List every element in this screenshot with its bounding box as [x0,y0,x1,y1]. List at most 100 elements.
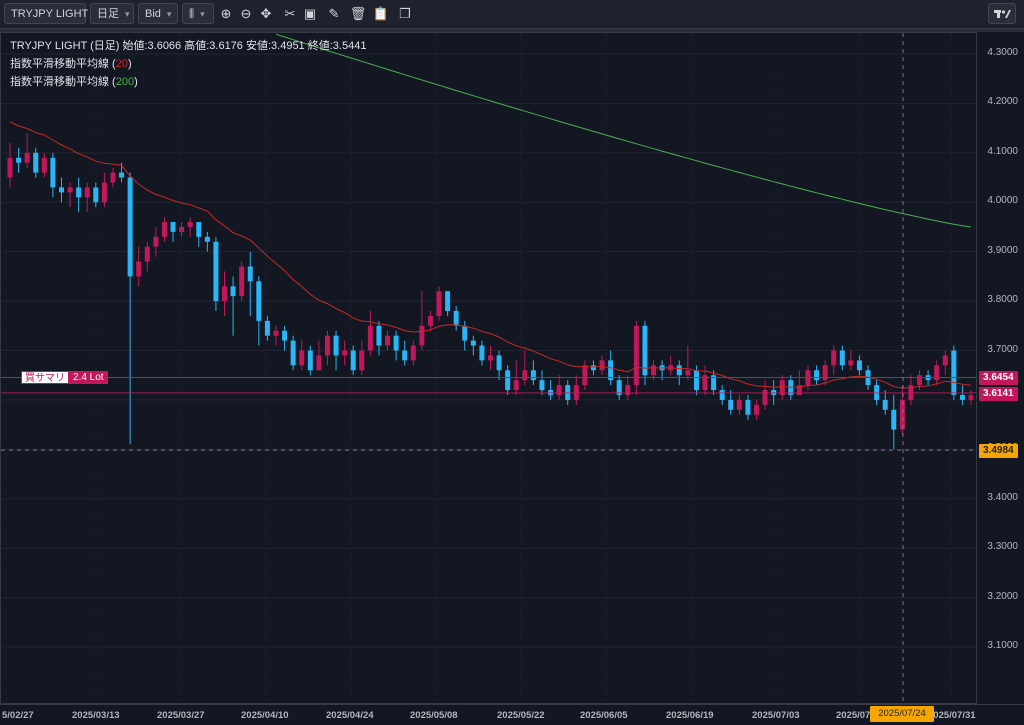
time-tick-label: 2025/07/03 [752,710,800,721]
candle-body [453,310,459,326]
ema200-period: 200 [115,76,135,88]
candle-body [462,325,468,341]
price-tick-label: 4.2000 [987,96,1018,108]
candle-body [76,187,82,198]
ema200-label: 指数平滑移動平均線 [10,76,109,88]
time-axis[interactable]: 5/02/27 2025/03/13 2025/03/27 2025/04/10 202… [0,704,1024,725]
candle-body [831,350,837,366]
timeframe-dropdown[interactable]: 日足 ▾ [90,3,134,24]
time-tick-label: 2025/05/08 [410,710,458,721]
symbol-selector[interactable]: TRYJPY LIGHT [4,3,89,24]
chevron-down-icon: ▾ [125,9,130,19]
candle-body [16,157,22,163]
candle-body [556,385,562,395]
candle-body [625,385,631,395]
candle-body [179,226,185,232]
price-side-dropdown[interactable]: Bid ▾ [138,3,178,24]
candle-body [899,399,905,430]
candle-body [367,325,373,351]
candle-body [676,365,682,376]
candle-body [711,375,717,391]
pencil-icon[interactable]: ✎ [328,6,340,21]
candle-body [187,222,193,227]
candle-body [393,335,399,351]
candle-body [822,365,828,381]
candle-body [796,385,802,395]
chart-pane[interactable] [0,32,977,704]
position-price-tag: 3.6454 [979,371,1018,385]
candle-body [539,380,545,391]
candle-body [58,187,64,193]
candle-body [968,394,974,400]
symbol-label: TRYJPY LIGHT [11,8,89,20]
candle-body [488,355,493,361]
price-tick-label: 4.1000 [987,145,1018,157]
candle-body [376,325,382,346]
candle-body [891,409,897,430]
candle-body [161,222,167,237]
crosshair-date-tag: 2025/07/24 [870,706,934,722]
candle-body [24,152,30,163]
candle-body [213,241,219,302]
candle-body [633,325,639,386]
candle-body [685,370,691,376]
ema20-line [9,121,972,389]
ema20-period: 20 [115,58,128,70]
candle-body [959,394,965,400]
ema200-legend[interactable]: 指数平滑移動平均線 (200) [10,76,138,88]
position-summary[interactable]: 買サマリ 2.4 Lot [21,371,108,384]
draw-icon[interactable]: ✂ [284,6,296,21]
price-tick-label: 3.4000 [987,491,1018,503]
time-tick-label: 2025/04/24 [326,710,374,721]
candle-body [136,261,142,277]
zoom-in-icon[interactable]: ⊕ [220,6,232,21]
candle-body [93,187,99,203]
price-tick-label: 3.3000 [987,541,1018,553]
candle-body [204,236,210,242]
candle-body [144,246,150,262]
price-tick-label: 3.2000 [987,590,1018,602]
move-icon[interactable]: ✥ [260,6,272,21]
candle-body [307,350,313,371]
zoom-out-icon[interactable]: ⊖ [240,6,252,21]
candle-body [290,340,296,366]
candle-body [436,291,442,316]
time-tick-label: 2025/07/31 [928,710,976,721]
time-tick-label: 5/02/27 [2,710,34,721]
price-axis[interactable]: 4.3000 4.2000 4.1000 4.0000 3.9000 3.8000 3.70… [977,32,1024,704]
price-tick-label: 3.7000 [987,343,1018,355]
candle-body [573,385,579,400]
tradingview-logo[interactable] [988,3,1016,24]
candle-body [874,385,880,400]
candle-body [402,350,408,361]
candle-body [599,360,605,371]
price-tick-label: 4.3000 [987,47,1018,58]
candle-body [548,390,554,395]
save-icon[interactable]: ▣ [303,6,317,21]
candlestick-plot[interactable] [1,33,976,703]
candle-body [479,345,485,361]
copy-icon[interactable]: ❐ [399,6,411,21]
candle-body [110,172,116,183]
candle-body [50,157,56,188]
candle-body [119,172,125,178]
candle-body [239,266,245,297]
candle-body [247,266,253,282]
candle-body [427,315,433,326]
candle-body [779,380,785,395]
clipboard-icon[interactable]: 📋 [372,6,390,21]
candle-body [359,350,365,371]
candle-body [702,375,708,391]
ema20-legend[interactable]: 指数平滑移動平均線 (20) [10,58,132,70]
ohlc-header: TRYJPY LIGHT (日足) 始値:3.6066 高値:3.6176 安値… [10,40,367,52]
price-tick-label: 3.8000 [987,294,1018,306]
chart-style-dropdown[interactable]: ⫼ ▾ [182,3,214,24]
time-tick-label: 2025/03/27 [157,710,205,721]
candle-body [342,350,348,356]
trash-icon[interactable]: 🗑 [349,6,367,21]
candle-body [41,157,47,173]
candle-body [273,330,279,336]
candle-body [410,345,416,361]
candle-body [385,335,391,346]
candle-body [7,157,13,178]
